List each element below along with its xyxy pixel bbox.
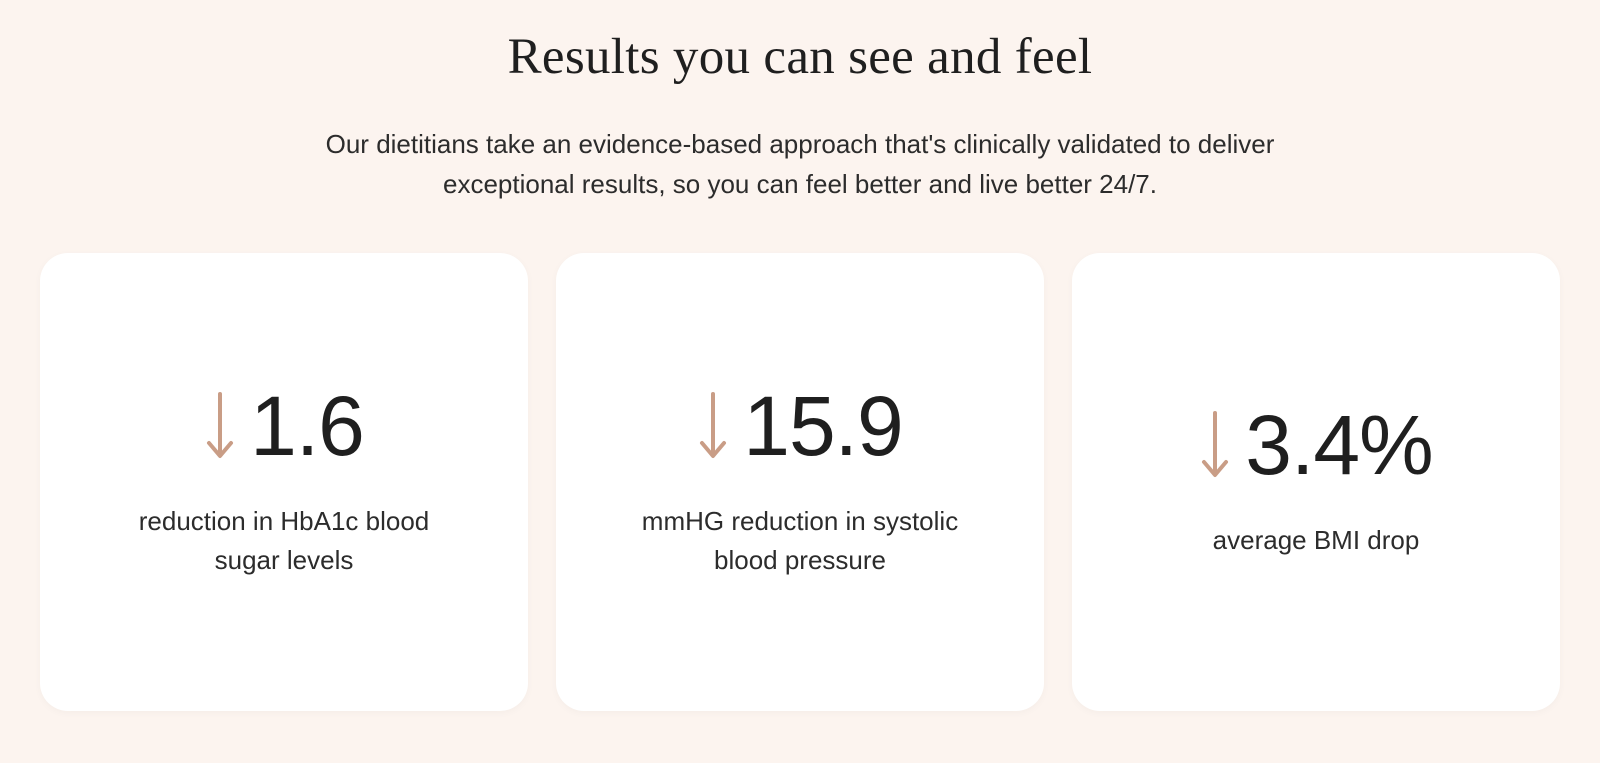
section-heading: Results you can see and feel (320, 28, 1280, 86)
stat-description: average BMI drop (1213, 521, 1420, 560)
stat-value: 3.4% (1245, 403, 1432, 487)
stat-top: 3.4% (1199, 403, 1432, 487)
arrow-down-icon (204, 390, 236, 462)
stat-card-systolic: 15.9 mmHG reduction in systolic blood pr… (556, 253, 1044, 711)
stat-cards-row: 1.6 reduction in HbA1c blood sugar level… (0, 253, 1600, 711)
stat-card-hba1c: 1.6 reduction in HbA1c blood sugar level… (40, 253, 528, 711)
stat-description: mmHG reduction in systolic blood pressur… (640, 502, 960, 580)
arrow-down-icon (697, 390, 729, 462)
stat-description: reduction in HbA1c blood sugar levels (124, 502, 444, 580)
header-section: Results you can see and feel Our dietiti… (320, 0, 1280, 253)
stat-card-bmi: 3.4% average BMI drop (1072, 253, 1560, 711)
stat-top: 15.9 (697, 384, 903, 468)
section-subheading: Our dietitians take an evidence-based ap… (320, 124, 1280, 205)
stat-top: 1.6 (204, 384, 364, 468)
stat-value: 15.9 (743, 384, 903, 468)
stat-value: 1.6 (250, 384, 364, 468)
arrow-down-icon (1199, 409, 1231, 481)
